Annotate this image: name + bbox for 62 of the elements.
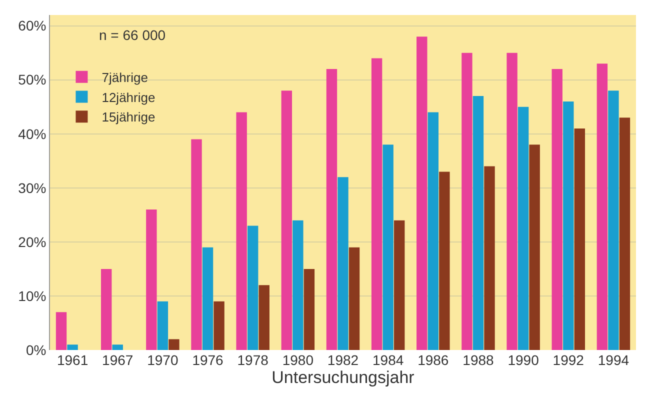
bar bbox=[202, 247, 214, 350]
x-tick-label: 1984 bbox=[372, 352, 404, 368]
bar bbox=[552, 69, 562, 350]
bar bbox=[439, 172, 450, 350]
x-tick-label: 1970 bbox=[147, 352, 178, 368]
bar bbox=[247, 226, 258, 350]
bar bbox=[518, 106, 529, 350]
x-tick-label: 1967 bbox=[102, 352, 134, 368]
bar bbox=[348, 247, 360, 350]
bar bbox=[371, 58, 382, 350]
legend-label: 7jährige bbox=[102, 70, 148, 85]
y-tick-label: 30% bbox=[18, 180, 46, 196]
x-tick-label: 1976 bbox=[192, 352, 224, 368]
x-tick-label: 1988 bbox=[462, 352, 494, 368]
x-tick-label: 1980 bbox=[282, 352, 314, 368]
annotation: n = 66 000 bbox=[99, 27, 166, 43]
x-tick-label: 1990 bbox=[508, 352, 540, 368]
bar bbox=[484, 166, 495, 350]
bar bbox=[619, 118, 630, 350]
legend-label: 12jährige bbox=[102, 90, 156, 105]
bar bbox=[472, 96, 484, 350]
bar bbox=[168, 339, 180, 350]
bar bbox=[338, 177, 348, 350]
bar bbox=[416, 36, 428, 350]
y-tick-label: 10% bbox=[18, 288, 46, 304]
bar bbox=[506, 52, 518, 350]
y-tick-label: 20% bbox=[18, 234, 46, 250]
x-tick-label: 1994 bbox=[598, 352, 630, 368]
bar bbox=[596, 64, 608, 350]
bar bbox=[67, 344, 78, 350]
bar bbox=[214, 301, 224, 350]
x-tick-label: 1986 bbox=[418, 352, 449, 368]
bar bbox=[100, 268, 112, 350]
x-tick-label: 1961 bbox=[56, 352, 88, 368]
bar bbox=[529, 144, 540, 350]
y-tick-label: 40% bbox=[18, 126, 46, 142]
bar bbox=[157, 301, 168, 350]
x-tick-label: 1978 bbox=[237, 352, 269, 368]
y-tick-label: 0% bbox=[26, 342, 46, 358]
bar bbox=[191, 139, 202, 350]
x-axis-title: Untersuchungsjahr bbox=[272, 368, 415, 387]
y-tick-label: 50% bbox=[18, 72, 46, 88]
legend-label: 15jährige bbox=[102, 110, 156, 125]
bar bbox=[56, 312, 67, 350]
bar bbox=[563, 101, 574, 350]
bar bbox=[326, 69, 338, 350]
x-tick-label: 1992 bbox=[552, 352, 584, 368]
bar bbox=[394, 220, 405, 350]
x-tick-label: 1982 bbox=[327, 352, 359, 368]
bar bbox=[146, 210, 157, 350]
y-tick-label: 60% bbox=[18, 18, 46, 34]
bar bbox=[281, 90, 292, 350]
bar bbox=[428, 112, 439, 350]
bar bbox=[462, 52, 472, 350]
bar bbox=[258, 285, 270, 350]
bar bbox=[304, 268, 315, 350]
bar bbox=[382, 144, 394, 350]
bar bbox=[574, 128, 586, 350]
bar bbox=[236, 112, 247, 350]
bar bbox=[292, 220, 304, 350]
bar bbox=[608, 90, 619, 350]
bar bbox=[112, 344, 123, 350]
